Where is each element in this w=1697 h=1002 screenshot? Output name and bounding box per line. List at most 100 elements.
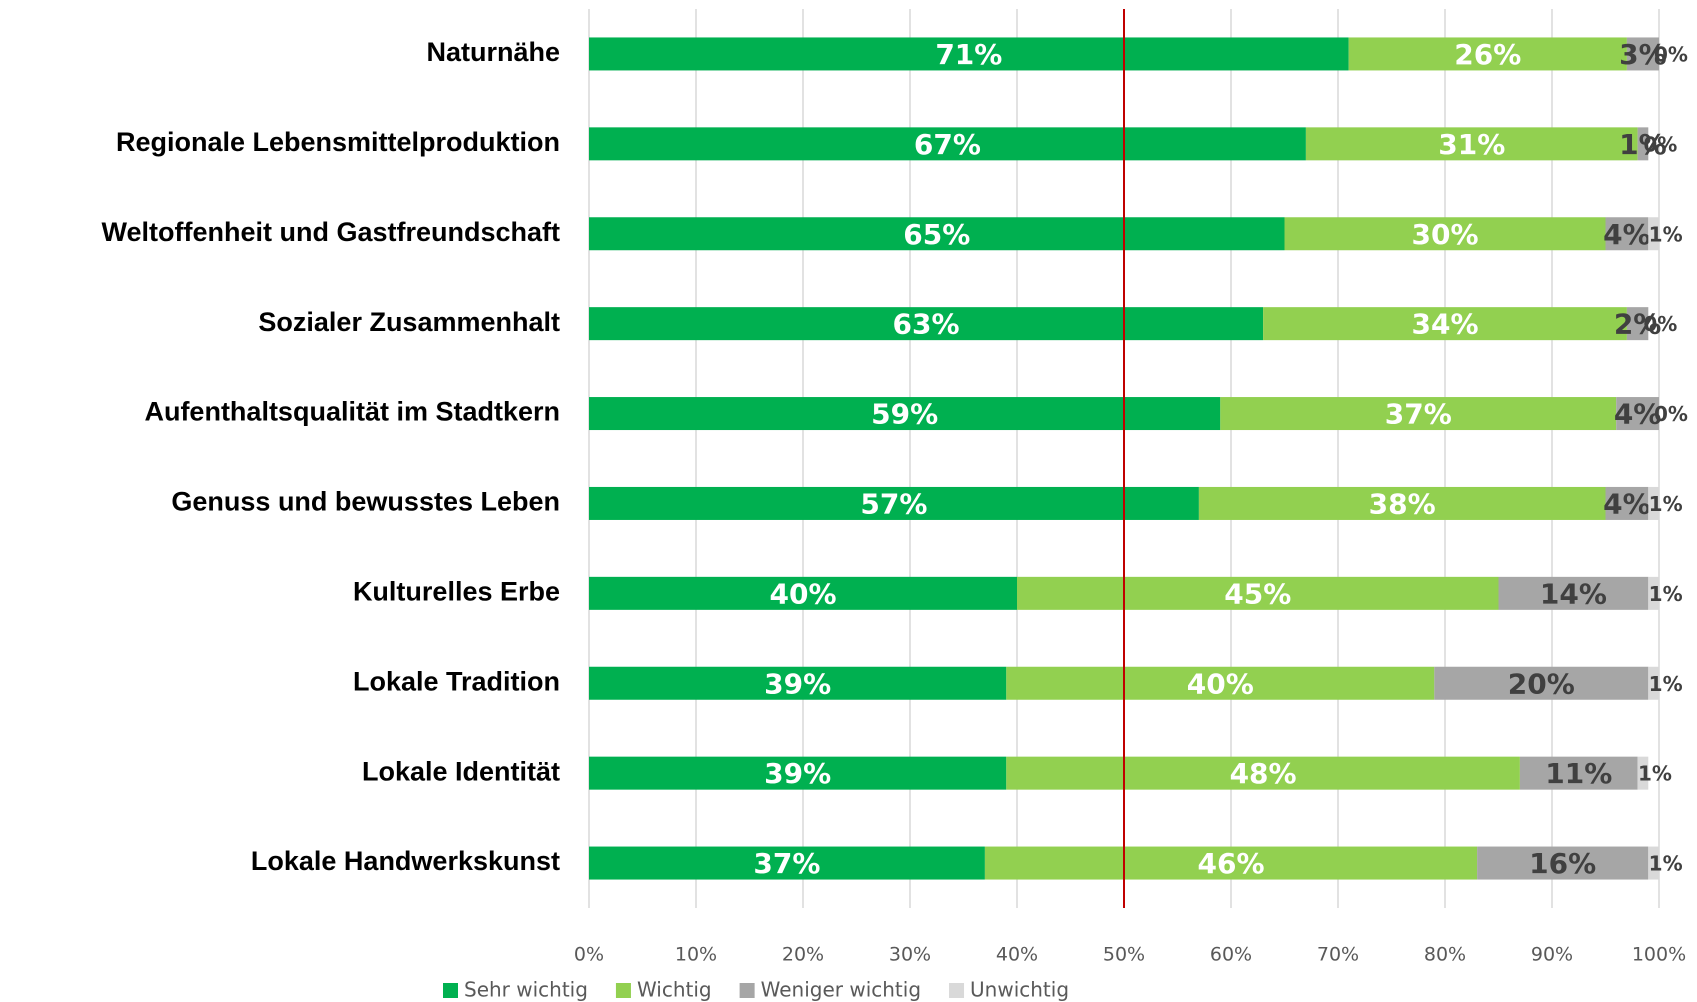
bar-segment — [589, 217, 1285, 251]
data-label: 37% — [753, 847, 820, 880]
data-label: 2% — [1614, 308, 1662, 341]
x-tick-label: 90% — [1531, 944, 1573, 966]
x-tick-label: 0% — [574, 944, 604, 966]
bar-segment — [1434, 666, 1649, 700]
data-label: 37% — [1385, 398, 1452, 431]
data-label: 14% — [1540, 577, 1607, 610]
bar-segment — [589, 127, 1306, 161]
data-label: 0% — [1654, 402, 1688, 426]
x-tick-label: 100% — [1632, 944, 1686, 966]
legend-swatch — [949, 983, 965, 998]
bar-segment — [1498, 576, 1649, 610]
legend-swatch — [615, 983, 631, 998]
data-label: 57% — [860, 487, 927, 520]
data-label: 1% — [1649, 222, 1683, 246]
bar-segment — [1648, 486, 1659, 520]
legend-swatch — [739, 983, 755, 998]
bar-segment — [1263, 307, 1627, 341]
legend-label: Sehr wichtig — [464, 978, 588, 1002]
bar-segment — [1198, 486, 1606, 520]
data-label: 0% — [1643, 132, 1677, 156]
bar-segment — [1648, 576, 1659, 610]
x-tick-label: 60% — [1210, 944, 1252, 966]
data-label: 34% — [1411, 308, 1478, 341]
data-label: 26% — [1454, 38, 1521, 71]
data-label: 45% — [1224, 577, 1291, 610]
category-label: Kulturelles Erbe — [353, 576, 560, 606]
data-label: 40% — [1187, 667, 1254, 700]
data-label: 40% — [769, 577, 836, 610]
data-label: 1% — [1649, 852, 1683, 876]
bar-segment — [1605, 217, 1649, 251]
bar-segment — [1305, 127, 1638, 161]
bar-segment — [1348, 37, 1627, 71]
data-label: 4% — [1614, 398, 1662, 431]
bar-segment — [589, 666, 1007, 700]
data-label: 39% — [764, 757, 831, 790]
category-label: Aufenthaltsqualität im Stadtkern — [144, 397, 560, 427]
data-label: 16% — [1529, 847, 1596, 880]
bar-segment — [1284, 217, 1606, 251]
bar-segment — [1519, 756, 1638, 790]
data-label: 3% — [1619, 38, 1667, 71]
legend-label: Weniger wichtig — [761, 978, 921, 1002]
data-label: 30% — [1411, 218, 1478, 251]
data-label: 4% — [1603, 218, 1651, 251]
category-label: Genuss und bewusstes Leben — [171, 487, 560, 517]
data-label: 38% — [1369, 487, 1436, 520]
data-label: 11% — [1545, 757, 1612, 790]
data-label: 46% — [1197, 847, 1264, 880]
data-label: 39% — [764, 667, 831, 700]
bar-segment — [1648, 846, 1659, 880]
data-label: 0% — [1643, 312, 1677, 336]
bar-segment — [589, 846, 985, 880]
bar-segment — [589, 756, 1007, 790]
category-label: Lokale Handwerkskunst — [251, 846, 560, 876]
bar-segment — [589, 576, 1017, 610]
bar-segment — [1648, 217, 1659, 251]
x-tick-label: 80% — [1424, 944, 1466, 966]
bar-segment — [589, 307, 1264, 341]
data-label: 65% — [903, 218, 970, 251]
bar-segment — [1626, 307, 1649, 341]
bar-segment — [589, 397, 1221, 431]
data-label: 0% — [1654, 42, 1688, 66]
bar-segment — [1626, 37, 1659, 71]
bar-segment — [1006, 666, 1435, 700]
bar-segment — [1006, 756, 1520, 790]
data-label: 31% — [1438, 128, 1505, 161]
data-label: 1% — [1649, 492, 1683, 516]
bar-segment — [1637, 756, 1649, 790]
category-label: Lokale Identität — [362, 756, 560, 786]
data-label: 63% — [893, 308, 960, 341]
bar-segment — [1637, 127, 1649, 161]
category-label: Sozialer Zusammenhalt — [258, 307, 560, 337]
x-tick-label: 30% — [889, 944, 931, 966]
data-label: 4% — [1603, 487, 1651, 520]
data-label: 59% — [871, 398, 938, 431]
category-label: Lokale Tradition — [353, 666, 560, 696]
x-tick-label: 70% — [1317, 944, 1359, 966]
data-label: 1% — [1649, 672, 1683, 696]
x-tick-label: 20% — [782, 944, 824, 966]
data-label: 67% — [914, 128, 981, 161]
bar-segment — [1616, 397, 1659, 431]
bar-segment — [984, 846, 1478, 880]
data-label: 1% — [1649, 582, 1683, 606]
x-tick-label: 40% — [996, 944, 1038, 966]
category-label: Weltoffenheit und Gastfreundschaft — [101, 217, 560, 247]
legend-swatch — [443, 983, 458, 998]
category-label: Regionale Lebensmittelproduktion — [116, 127, 560, 157]
legend-label: Unwichtig — [970, 978, 1069, 1002]
legend-label: Wichtig — [637, 978, 712, 1002]
data-label: 71% — [935, 38, 1002, 71]
bar-segment — [1220, 397, 1617, 431]
data-label: 20% — [1508, 667, 1575, 700]
bar-segment — [1605, 486, 1649, 520]
bar-segment — [1648, 666, 1659, 700]
bar-segment — [589, 486, 1199, 520]
bar-segment — [1477, 846, 1649, 880]
data-label: 1% — [1638, 762, 1672, 786]
category-label: Naturnähe — [426, 37, 560, 67]
